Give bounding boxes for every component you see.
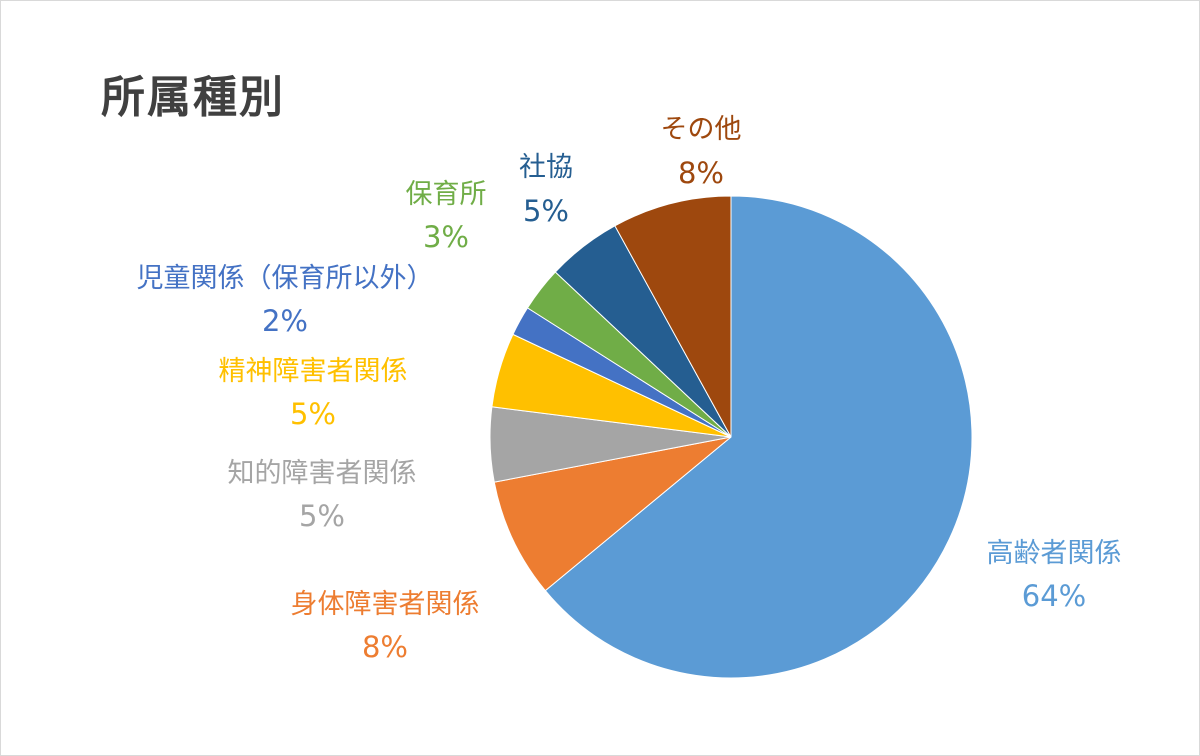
slice-percent-1: 64% — [1022, 579, 1086, 613]
slice-label-1: 高齢者関係 — [987, 538, 1122, 569]
slice-label-8: その他 — [661, 114, 742, 145]
pie-slice-8 — [614, 195, 732, 438]
slice-percent-7: 5% — [523, 194, 569, 228]
slice-label-2: 身体障害者関係 — [291, 589, 480, 620]
slice-label-3: 知的障害者関係 — [228, 458, 417, 489]
slice-label-7: 社協 — [519, 152, 573, 183]
pie-slice-1 — [544, 195, 973, 679]
chart-title: 所属種別 — [101, 72, 285, 123]
pie-slice-2 — [493, 436, 732, 592]
slice-label-4: 精神障害者関係 — [219, 356, 408, 387]
slice-label-5: 児童関係（保育所以外） — [137, 263, 434, 294]
slice-percent-3: 5% — [299, 499, 345, 533]
pie-slices — [489, 195, 973, 679]
slice-percent-6: 3% — [423, 220, 469, 254]
slice-percent-8: 8% — [678, 156, 724, 190]
pie-labels: 高齢者関係 64% 身体障害者関係 8% 知的障害者関係 5% 精神障害者関係 5% 児童関係（… — [137, 114, 1122, 664]
slice-percent-4: 5% — [290, 397, 336, 431]
slice-percent-2: 8% — [362, 630, 408, 664]
slice-label-6: 保育所 — [406, 179, 487, 210]
slice-percent-5: 2% — [262, 304, 308, 338]
